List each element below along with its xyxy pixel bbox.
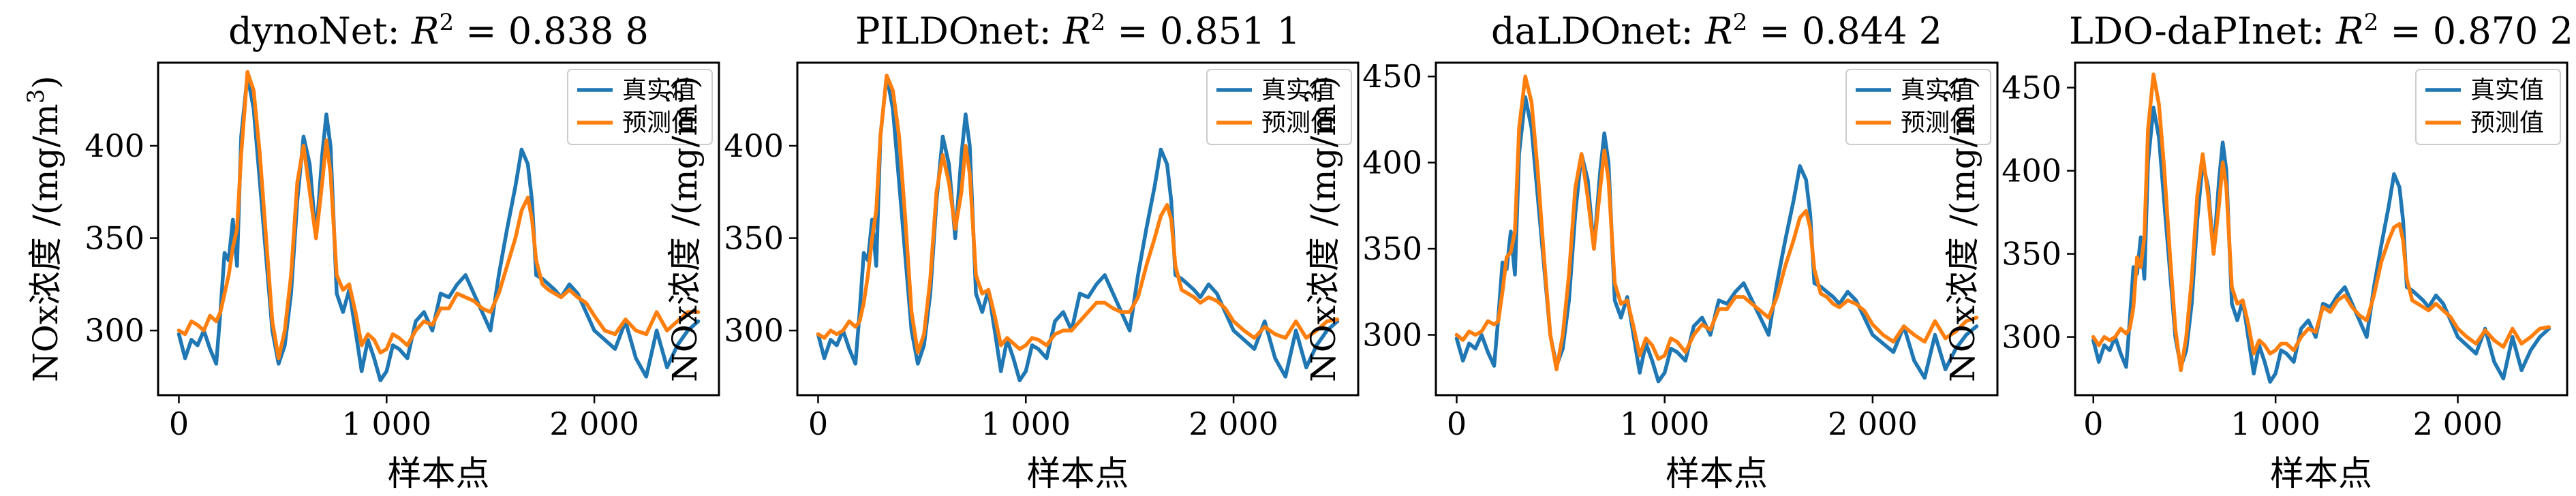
series-line-predicted xyxy=(2091,72,2551,373)
y-tick-label: 300 xyxy=(724,312,784,349)
series-line-actual xyxy=(1454,95,1979,384)
x-axis-label: 样本点 xyxy=(1027,454,1129,493)
x-axis-label: 样本点 xyxy=(388,454,490,493)
legend-label: 预测值 xyxy=(2470,109,2544,137)
x-tick-label: 0 xyxy=(169,405,189,442)
y-tick-label: 400 xyxy=(2002,153,2061,189)
series-line-actual xyxy=(2091,106,2551,384)
x-tick-label: 1 000 xyxy=(341,405,431,442)
legend-label: 预测值 xyxy=(1261,109,1335,137)
chart-title: daLDOnet: R2 = 0.844 2 xyxy=(1491,9,1942,52)
legend-label: 预测值 xyxy=(1901,109,1974,137)
y-tick-label: 350 xyxy=(724,220,784,257)
x-axis-label: 样本点 xyxy=(1666,454,1768,493)
y-tick-label: 300 xyxy=(85,312,144,349)
series-line-predicted xyxy=(177,69,701,360)
plot-frame xyxy=(157,61,720,397)
x-tick-label: 2 000 xyxy=(549,405,639,442)
series-line-predicted xyxy=(816,74,1340,355)
x-tick-label: 0 xyxy=(1447,405,1467,442)
y-tick-label: 300 xyxy=(1362,317,1422,354)
chart-title: PILDOnet: R2 = 0.851 1 xyxy=(855,9,1300,52)
y-axis-label: NOx浓度 /(mg/m3) xyxy=(1300,76,1343,382)
y-tick-label: 400 xyxy=(85,127,144,164)
y-tick-label: 350 xyxy=(2002,236,2061,273)
y-tick-label: 450 xyxy=(2002,69,2061,106)
legend-label: 预测值 xyxy=(622,109,696,137)
chart-title: LDO-daPInet: R2 = 0.870 2 xyxy=(2069,9,2573,52)
y-axis-label: NOx浓度 /(mg/m3) xyxy=(662,76,705,382)
legend-label: 真实值 xyxy=(622,76,696,104)
y-tick-label: 400 xyxy=(724,127,784,164)
x-tick-label: 1 000 xyxy=(1620,405,1710,442)
x-tick-label: 0 xyxy=(2083,405,2103,442)
y-tick-label: 350 xyxy=(85,220,144,257)
legend-label: 真实值 xyxy=(1901,76,1974,104)
x-tick-label: 2 000 xyxy=(2413,405,2503,442)
plot-frame xyxy=(796,61,1360,397)
x-axis-label: 样本点 xyxy=(2270,454,2372,493)
series-line-predicted xyxy=(1454,74,1979,371)
y-axis-label: NOx浓度 /(mg/m3) xyxy=(1939,76,1982,382)
y-tick-label: 400 xyxy=(1362,144,1422,181)
y-axis-label: NOx浓度 /(mg/m3) xyxy=(22,76,65,382)
x-tick-label: 0 xyxy=(808,405,828,442)
y-tick-label: 300 xyxy=(2002,319,2061,356)
legend-label: 真实值 xyxy=(1261,76,1335,104)
chart-panel-1: 0 1 000 2 000 300 350 400 dynoNet: R2 = 0.838 … xyxy=(22,9,720,493)
x-tick-label: 2 000 xyxy=(1189,405,1278,442)
chart-panel-3: 0 1 000 2 000 300 350 400 450 daLDOnet: R2 = 0.… xyxy=(1300,9,1999,493)
y-tick-label: 350 xyxy=(1362,230,1422,267)
x-tick-label: 1 000 xyxy=(981,405,1071,442)
chart-title: dynoNet: R2 = 0.838 8 xyxy=(228,9,649,52)
y-tick-label: 450 xyxy=(1362,58,1422,95)
x-tick-label: 2 000 xyxy=(1828,405,1918,442)
x-tick-label: 1 000 xyxy=(2230,405,2320,442)
plot-frame xyxy=(2074,61,2569,397)
legend-label: 真实值 xyxy=(2470,76,2544,104)
plot-frame xyxy=(1435,61,1999,397)
chart-panel-2: 0 1 000 2 000 300 350 400 PILDOnet: R2 = 0.851… xyxy=(662,9,1360,493)
